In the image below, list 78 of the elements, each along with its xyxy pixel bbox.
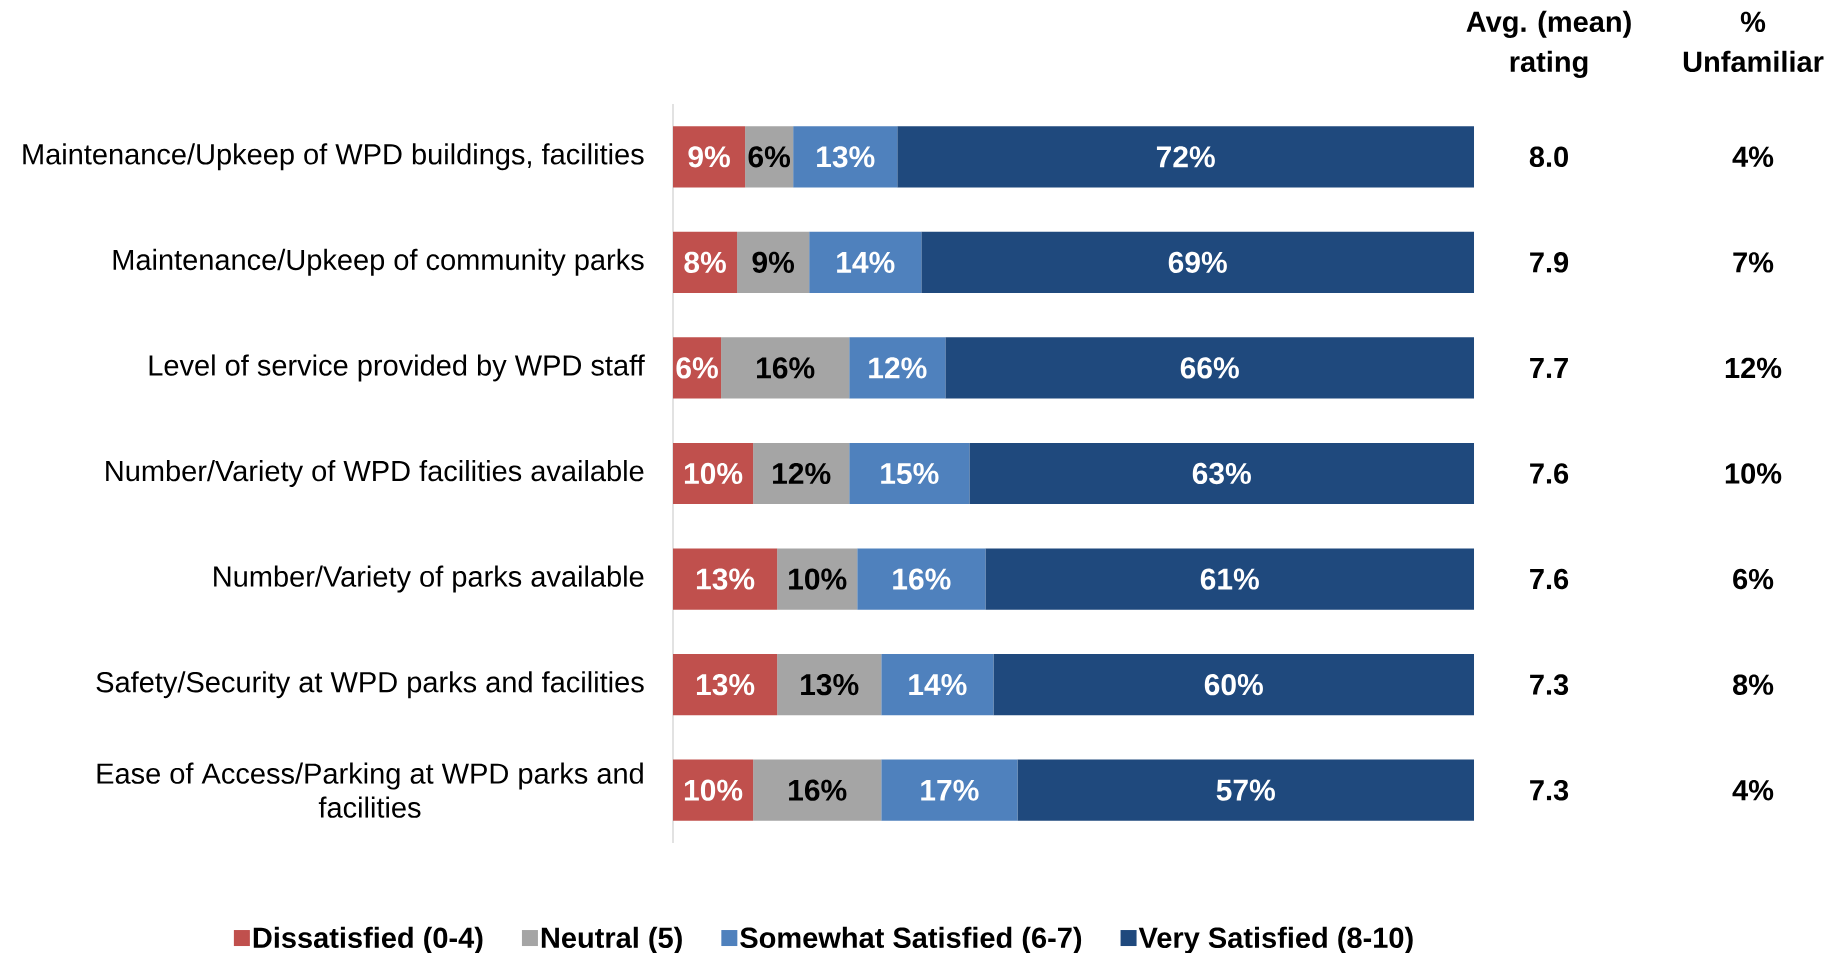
data-label: 9% — [752, 251, 795, 273]
bar — [897, 126, 1475, 188]
data-label: 8% — [684, 251, 726, 273]
data-label: 10% — [684, 779, 743, 801]
bar — [673, 654, 778, 716]
bar — [969, 442, 1475, 505]
data-label: 15% — [881, 462, 939, 485]
text: 7.6 — [1530, 568, 1569, 590]
data-label: 13% — [696, 673, 755, 696]
data-label: 14% — [837, 251, 895, 273]
data-label: 57% — [1216, 779, 1275, 801]
data-label: 13% — [801, 673, 859, 696]
data-label: 6% — [676, 357, 718, 379]
data-label: 66% — [1180, 357, 1239, 379]
text: 4% — [1732, 146, 1774, 167]
bar — [945, 337, 1475, 399]
bar — [881, 654, 994, 716]
text: 4% — [1732, 780, 1774, 801]
data-label: 61% — [1200, 568, 1259, 590]
data-label: 16% — [757, 357, 815, 379]
bar — [721, 337, 850, 399]
text: 7.6 — [1530, 463, 1569, 484]
text: 8.0 — [1529, 146, 1568, 168]
bar — [753, 442, 850, 505]
bar — [849, 442, 970, 505]
legend-label: Dissatisfied (0-4) — [253, 926, 483, 953]
bar — [777, 548, 858, 610]
data-label: 60% — [1204, 674, 1263, 696]
text: % Unfamiliar — [1683, 11, 1824, 73]
bar — [753, 759, 882, 821]
text: 7.3 — [1530, 674, 1569, 695]
data-label: 63% — [1192, 462, 1251, 485]
y-tick-label: Number/Variety of WPD facilities available — [106, 459, 644, 488]
bar — [793, 126, 898, 188]
bar — [857, 548, 986, 610]
bar — [881, 759, 1018, 821]
data-label: 12% — [869, 357, 927, 379]
bar — [985, 548, 1475, 610]
bar — [737, 231, 810, 293]
y-tick-label: Level of service provided by WPD staff — [149, 354, 645, 382]
text: 12% — [1725, 357, 1782, 379]
bar — [1017, 759, 1475, 821]
data-label: 14% — [909, 674, 967, 696]
bar — [777, 654, 882, 716]
data-label: 72% — [1156, 146, 1215, 168]
data-label: 13% — [696, 568, 755, 590]
bar — [993, 654, 1475, 716]
data-label: 12% — [773, 462, 831, 485]
data-label: 69% — [1168, 251, 1227, 273]
legend-label: Neutral (5) — [541, 926, 682, 953]
text: 10% — [1725, 463, 1782, 484]
y-tick-label: Safety/Security at WPD parks and facilities — [96, 671, 644, 699]
bar — [921, 231, 1475, 293]
text: 7% — [1733, 252, 1774, 273]
legend-label: Somewhat Satisfied (6-7) — [740, 926, 1082, 953]
data-label: 16% — [893, 568, 951, 590]
data-label: 16% — [789, 779, 847, 801]
text: 7.7 — [1530, 357, 1568, 378]
data-label: 17% — [921, 779, 979, 801]
y-tick-label: Ease of Access/Parking at WPD parks and facilities — [97, 762, 643, 818]
bar — [849, 337, 946, 399]
bar — [673, 126, 746, 188]
y-tick-label: Maintenance/Upkeep of community parks — [113, 248, 644, 276]
y-tick-label: Maintenance/Upkeep of WPD buildings, facilities — [23, 143, 644, 171]
bar — [809, 231, 922, 293]
text: 6% — [1733, 568, 1774, 590]
text: 8% — [1732, 674, 1774, 695]
data-label: 10% — [789, 568, 847, 590]
text: 7.9 — [1530, 252, 1569, 273]
data-label: 6% — [748, 146, 791, 168]
text: 7.3 — [1530, 779, 1569, 801]
data-label: 9% — [688, 146, 730, 168]
y-tick-label: Number/Variety of parks available — [214, 565, 644, 593]
data-label: 13% — [817, 146, 875, 168]
legend-label: Very Satisfied (8-10) — [1138, 926, 1413, 953]
data-label: 10% — [684, 462, 743, 485]
bar — [673, 548, 778, 610]
text: Avg. (mean) rating — [1466, 10, 1631, 78]
